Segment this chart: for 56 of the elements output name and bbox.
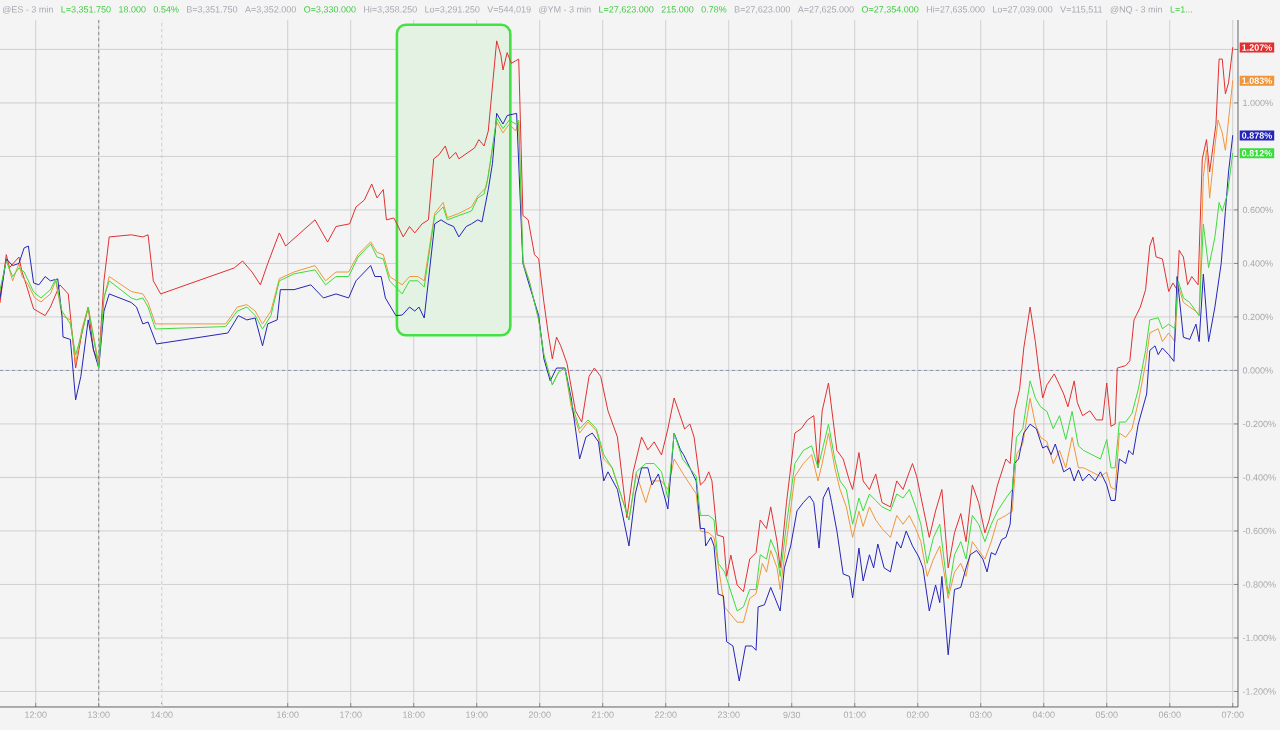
x-tick-label: 14:00: [151, 711, 173, 718]
text: Lo=27,039.000: [993, 6, 1053, 14]
text: L=27,623.000: [599, 6, 654, 14]
y-tick-label: -0.200%: [1242, 420, 1276, 428]
text: O=27,354.000: [861, 6, 919, 14]
x-tick-label: 07:00: [1221, 711, 1244, 718]
text: V=544,019: [487, 6, 531, 14]
y-tick-label: 0.600%: [1242, 206, 1273, 214]
text: L=1...: [1170, 6, 1192, 13]
y-tick-label: 0.400%: [1242, 260, 1273, 267]
x-tick-label: 17:00: [340, 711, 362, 718]
data-label: 0.812%: [1242, 150, 1272, 157]
text: Lo=3,291.250: [425, 6, 480, 14]
y-tick-label: -0.800%: [1242, 581, 1276, 588]
x-tick-label: 02:00: [906, 711, 929, 718]
text: O=3,330.000: [304, 6, 356, 14]
y-tick-label: 0.000%: [1242, 367, 1273, 374]
x-tick-label: 16:00: [277, 711, 299, 718]
x-tick-label: 20:00: [528, 711, 551, 718]
text: L=3,351.750: [61, 6, 111, 14]
text: V=115,511: [1060, 6, 1103, 14]
data-label: 0.878%: [1242, 132, 1272, 139]
text: @ES - 3 min: [2, 5, 53, 14]
y-tick-label: -1.200%: [1242, 688, 1276, 695]
y-tick-label: 0.200%: [1242, 313, 1273, 321]
x-tick-label: 22:00: [654, 711, 677, 718]
text: 0.78%: [701, 6, 727, 13]
text: Hi=3,358.250: [364, 5, 417, 14]
text: 0.54%: [153, 6, 179, 13]
text: @NQ - 3 min: [1110, 5, 1162, 15]
text: A=3,352.000: [245, 6, 296, 14]
text: B=27,623.000: [734, 6, 791, 14]
x-tick-label: 9/30: [783, 711, 801, 719]
text: 18.000: [119, 6, 146, 13]
y-tick-label: -1.000%: [1242, 634, 1276, 642]
x-tick-label: 21:00: [591, 711, 614, 718]
text: Hi=27,635.000: [926, 5, 985, 14]
y-tick-label: -0.600%: [1242, 527, 1276, 535]
data-label: 1.083%: [1242, 77, 1272, 84]
x-tick-label: 13:00: [88, 711, 110, 718]
x-tick-label: 18:00: [403, 711, 425, 718]
y-tick-label: -0.400%: [1242, 474, 1276, 481]
text: A=27,625.000: [797, 6, 854, 14]
text: 215.000: [661, 6, 694, 13]
x-tick-label: 06:00: [1158, 711, 1181, 718]
y-tick-label: 1.000%: [1243, 99, 1273, 107]
text: B=3,351.750: [187, 6, 238, 14]
x-tick-label: 01:00: [843, 711, 866, 718]
x-tick-label: 23:00: [717, 711, 740, 718]
x-tick-label: 03:00: [969, 711, 992, 718]
x-tick-label: 05:00: [1095, 711, 1118, 718]
x-tick-label: 04:00: [1032, 711, 1055, 718]
data-label: 1.207%: [1242, 44, 1272, 51]
x-tick-label: 12:00: [25, 711, 47, 718]
text: @YM - 3 min: [539, 5, 591, 14]
x-tick-label: 19:00: [466, 711, 488, 718]
